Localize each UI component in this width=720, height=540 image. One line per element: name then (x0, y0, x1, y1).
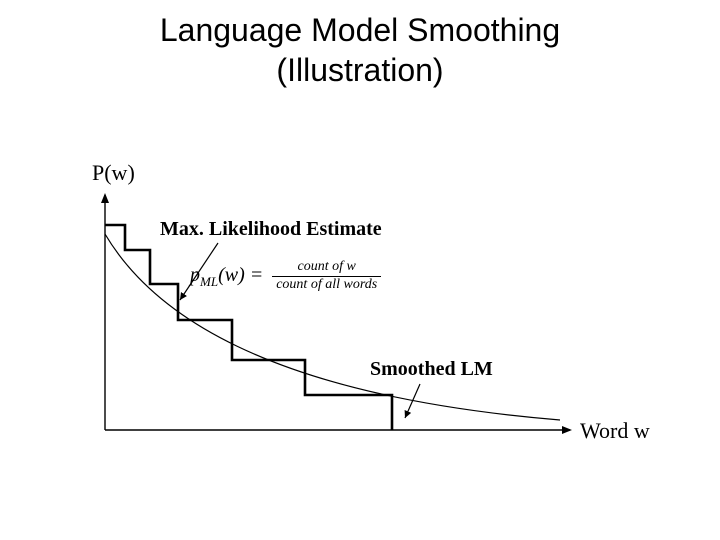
axes (101, 193, 572, 434)
slide: Language Model Smoothing (Illustration) … (0, 0, 720, 540)
chart-svg (0, 0, 720, 540)
smoothed-curve (105, 234, 560, 420)
x-axis-arrow (562, 426, 572, 434)
ml-pointer-arrow (180, 243, 218, 300)
step-function (105, 225, 392, 430)
y-axis-arrow (101, 193, 109, 203)
